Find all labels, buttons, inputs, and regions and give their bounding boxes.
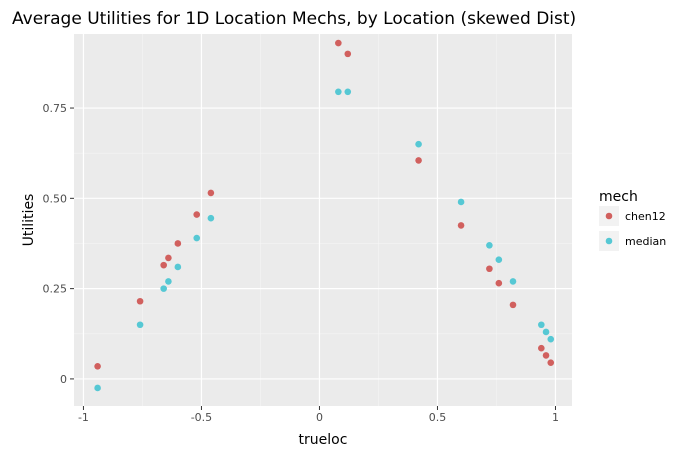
grid-lines (74, 34, 572, 406)
data-point-median (193, 234, 201, 242)
data-point-chen12 (486, 265, 493, 273)
plot-panel (74, 34, 572, 406)
data-point-median (136, 321, 144, 329)
data-point-chen12 (174, 240, 182, 247)
data-point-median (207, 214, 215, 222)
x-tick-label: 1 (552, 411, 559, 424)
axes: -1 -0.5 0 0.5 1 0 0.25 0.50 0.75 (43, 102, 559, 424)
data-point-median (415, 140, 422, 148)
data-point-median (165, 278, 172, 285)
data-point-median (160, 285, 167, 292)
data-point-median (457, 198, 465, 206)
data-points (94, 39, 555, 392)
data-point-median (94, 384, 101, 392)
data-point-median (509, 278, 517, 285)
y-axis-title: Utilities (21, 194, 37, 247)
legend-label-median: median (625, 235, 666, 248)
chart-title: Average Utilities for 1D Location Mechs,… (12, 9, 576, 29)
y-tick-label: 0.75 (43, 102, 68, 115)
data-point-chen12 (207, 189, 215, 197)
data-point-chen12 (94, 362, 101, 370)
data-point-median (547, 335, 555, 343)
data-point-median (486, 241, 493, 249)
data-point-chen12 (495, 279, 503, 287)
legend: mech chen12 median (599, 189, 666, 251)
legend-title: mech (599, 189, 638, 205)
data-point-chen12 (335, 39, 342, 47)
data-point-median (495, 256, 503, 264)
y-tick-label: 0.25 (43, 283, 68, 296)
data-point-median (538, 321, 545, 329)
data-point-median (335, 88, 342, 96)
data-point-chen12 (160, 261, 167, 269)
x-axis-title: trueloc (299, 432, 348, 448)
legend-label-chen12: chen12 (625, 210, 666, 223)
data-point-chen12 (165, 254, 172, 262)
y-tick-label: 0 (60, 373, 67, 386)
data-point-chen12 (547, 359, 555, 366)
data-point-chen12 (538, 344, 545, 352)
data-point-chen12 (542, 352, 550, 359)
data-point-chen12 (415, 157, 422, 164)
data-point-median (542, 328, 550, 336)
y-tick-label: 0.50 (43, 192, 68, 205)
data-point-chen12 (509, 301, 517, 309)
legend-key-chen12 (605, 212, 613, 220)
data-point-median (344, 88, 352, 96)
data-point-chen12 (457, 222, 465, 229)
x-tick-label: -0.5 (191, 411, 212, 424)
legend-key-median (605, 237, 613, 245)
data-point-chen12 (136, 297, 144, 305)
data-point-median (174, 263, 182, 271)
x-tick-label: 0.5 (429, 411, 447, 424)
x-tick-label: 0 (316, 411, 323, 424)
x-tick-label: -1 (78, 411, 89, 424)
data-point-chen12 (344, 50, 352, 58)
data-point-chen12 (193, 211, 201, 218)
